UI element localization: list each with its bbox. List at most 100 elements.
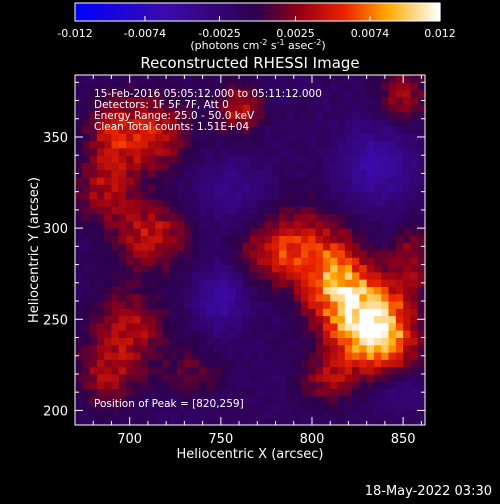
heatmap-cell — [264, 410, 273, 419]
heatmap-cell — [403, 257, 411, 266]
colorbar-swatch — [300, 3, 304, 21]
heatmap-cell — [75, 395, 83, 404]
heatmap-cell — [191, 140, 200, 149]
heatmap-cell — [220, 395, 229, 404]
heatmap-cell — [337, 250, 346, 258]
heatmap-cell — [359, 388, 368, 397]
heatmap-cell — [337, 89, 346, 98]
heatmap-cell — [344, 322, 353, 331]
heatmap-cell — [410, 381, 419, 390]
heatmap-cell — [279, 366, 287, 375]
colorbar-swatch — [425, 3, 429, 21]
heatmap-cell — [169, 147, 178, 156]
heatmap-cell — [301, 75, 309, 83]
heatmap-cell — [198, 366, 207, 375]
heatmap-cell — [301, 359, 309, 368]
heatmap-cell — [286, 308, 295, 317]
heatmap-cell — [308, 286, 317, 295]
heatmap-cell — [250, 235, 258, 244]
heatmap-cell — [147, 82, 156, 91]
colorbar-swatch — [92, 3, 96, 21]
heatmap-cell — [177, 286, 185, 295]
heatmap-cell — [264, 147, 273, 156]
heatmap-cell — [359, 206, 368, 215]
heatmap-cell — [242, 381, 251, 390]
heatmap-cell — [235, 344, 244, 353]
heatmap-cell — [228, 213, 236, 222]
heatmap-cell — [220, 228, 229, 236]
heatmap-cell — [118, 96, 127, 105]
heatmap-cell — [410, 388, 419, 397]
colorbar-swatch — [337, 3, 341, 21]
heatmap-cell — [352, 359, 360, 368]
heatmap-cell — [140, 184, 149, 193]
heatmap-cell — [344, 315, 353, 324]
heatmap-cell — [381, 301, 390, 309]
heatmap-cell — [96, 403, 105, 411]
heatmap-cell — [330, 82, 338, 91]
heatmap-cell — [191, 417, 200, 426]
heatmap-cell — [373, 118, 382, 127]
heatmap-cell — [133, 89, 142, 98]
heatmap-cell — [279, 410, 287, 419]
heatmap-cell — [126, 308, 134, 317]
heatmap-cell — [337, 344, 346, 353]
heatmap-cell — [147, 359, 156, 368]
heatmap-cell — [271, 344, 280, 353]
colorbar-swatch — [95, 3, 99, 21]
heatmap-cell — [155, 147, 163, 156]
heatmap-cell — [111, 322, 120, 331]
heatmap-cell — [242, 235, 251, 244]
heatmap-cell — [359, 403, 368, 411]
heatmap-cell — [352, 257, 360, 266]
heatmap-cell — [403, 162, 411, 171]
heatmap-cell — [410, 162, 419, 171]
heatmap-cell — [257, 140, 266, 149]
heatmap-cell — [381, 242, 390, 251]
heatmap-cell — [89, 308, 98, 317]
heatmap-cell — [104, 235, 112, 244]
heatmap-cell — [359, 220, 368, 229]
heatmap-cell — [155, 220, 163, 229]
heatmap-cell — [373, 293, 382, 302]
heatmap-cell — [301, 228, 309, 236]
heatmap-cell — [403, 111, 411, 120]
heatmap-cell — [82, 410, 91, 419]
heatmap-cell — [315, 403, 324, 411]
heatmap-cell — [250, 242, 258, 251]
heatmap-cell — [301, 177, 309, 185]
heatmap-cell — [322, 381, 331, 390]
heatmap-cell — [118, 111, 127, 120]
heatmap-cell — [184, 96, 193, 105]
heatmap-cell — [177, 395, 185, 404]
heatmap-cell — [140, 177, 149, 185]
heatmap-cell — [293, 257, 302, 266]
heatmap-cell — [359, 410, 368, 419]
heatmap-cell — [417, 366, 426, 375]
heatmap-cell — [242, 82, 251, 91]
heatmap-cell — [337, 104, 346, 112]
heatmap-cell — [133, 213, 142, 222]
heatmap-cell — [191, 395, 200, 404]
heatmap-cell — [301, 337, 309, 346]
colorbar-swatch — [155, 3, 159, 21]
heatmap-cell — [155, 235, 163, 244]
heatmap-cell — [293, 89, 302, 98]
colorbar-swatch — [255, 3, 259, 21]
heatmap-cell — [352, 126, 360, 134]
heatmap-cell — [286, 228, 295, 236]
heatmap-cell — [140, 126, 149, 134]
heatmap-cell — [82, 242, 91, 251]
heatmap-cell — [417, 228, 426, 236]
heatmap-cell — [206, 257, 215, 266]
heatmap-cell — [242, 315, 251, 324]
heatmap-cell — [213, 286, 222, 295]
heatmap-cell — [279, 271, 287, 280]
heatmap-cell — [373, 279, 382, 287]
heatmap-cell — [352, 133, 360, 142]
heatmap-cell — [228, 271, 236, 280]
colorbar-swatch — [397, 3, 401, 21]
heatmap-cell — [118, 344, 127, 353]
heatmap-cell — [162, 213, 171, 222]
heatmap-cell — [308, 373, 317, 382]
